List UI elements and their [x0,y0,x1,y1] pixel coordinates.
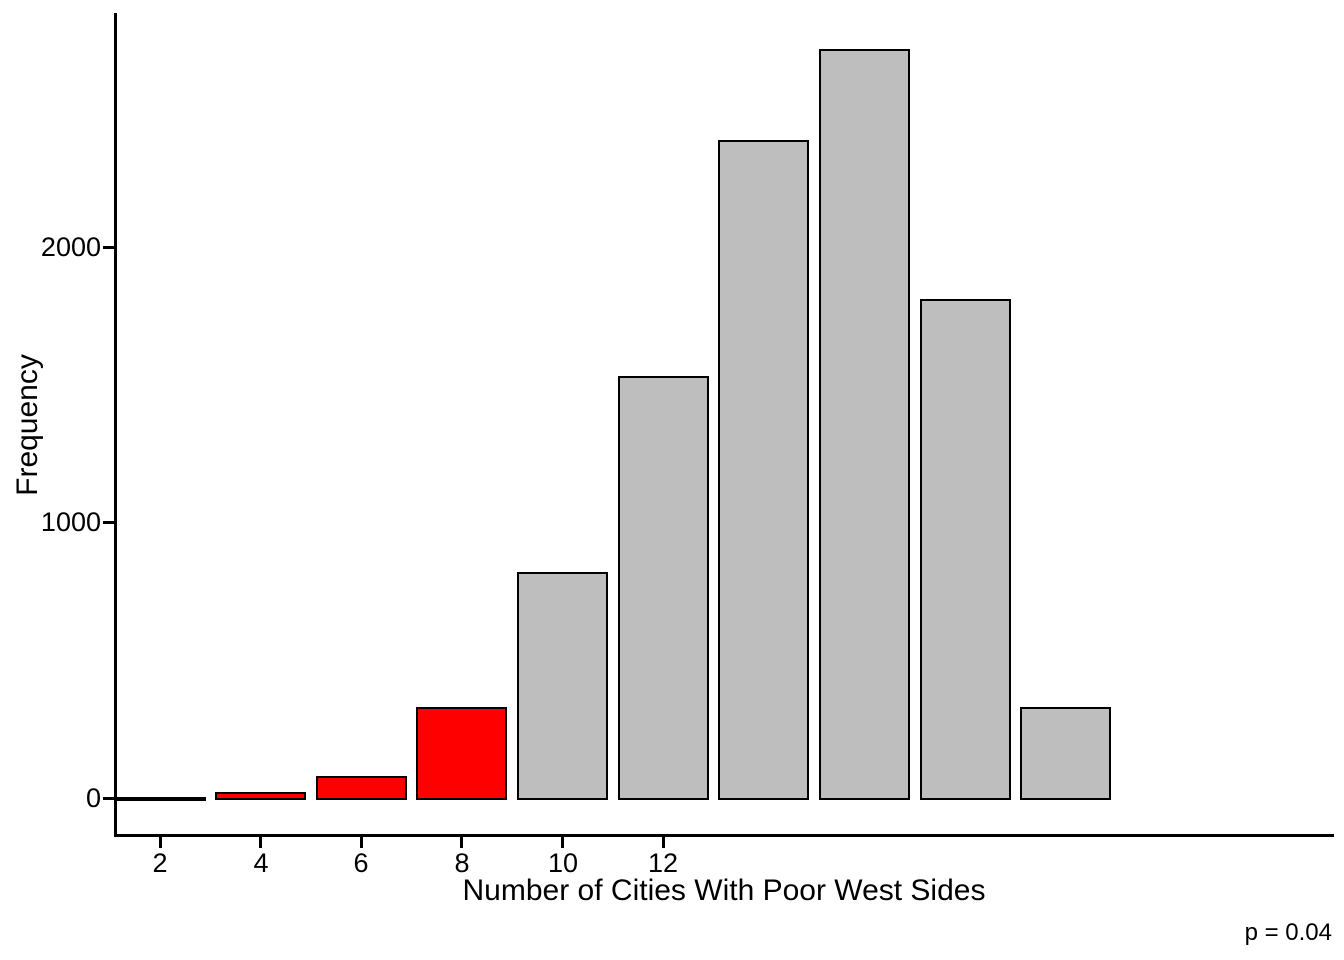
histogram-bar-18 [920,299,1011,800]
histogram-bar-12 [618,376,709,800]
x-tick-label-4: 4 [253,848,269,878]
histogram-bar-2 [115,797,206,801]
y-axis-tick-2000 [103,246,114,249]
x-axis-line [114,834,1334,837]
p-value-annotation: p = 0.04 [1244,919,1332,946]
x-axis-tick-12 [662,837,665,848]
x-axis-tick-4 [259,837,262,848]
x-tick-label-6: 6 [353,848,369,878]
histogram-bar-10 [517,572,608,800]
y-tick-label-1000: 1000 [40,507,101,537]
x-axis-label: Number of Cities With Poor West Sides [462,874,986,907]
x-tick-label-10: 10 [547,848,579,878]
y-axis-line [114,13,117,837]
histogram-bar-16 [819,49,910,800]
histogram-bar-14 [718,140,809,800]
x-axis-tick-8 [460,837,463,848]
histogram-bar-4 [215,792,306,800]
y-axis-tick-0 [103,797,114,800]
histogram-bar-6 [316,776,407,800]
histogram-bar-20 [1020,707,1111,800]
x-axis-tick-2 [159,837,162,848]
histogram-bar-8 [416,707,507,800]
x-tick-label-8: 8 [454,848,470,878]
x-axis-tick-6 [360,837,363,848]
y-axis-label: Frequency [11,354,44,496]
y-tick-label-2000: 2000 [40,232,101,262]
x-axis-tick-10 [561,837,564,848]
y-axis-tick-1000 [103,521,114,524]
x-tick-label-12: 12 [647,848,679,878]
y-tick-label-0: 0 [85,783,101,813]
x-tick-label-2: 2 [152,848,168,878]
